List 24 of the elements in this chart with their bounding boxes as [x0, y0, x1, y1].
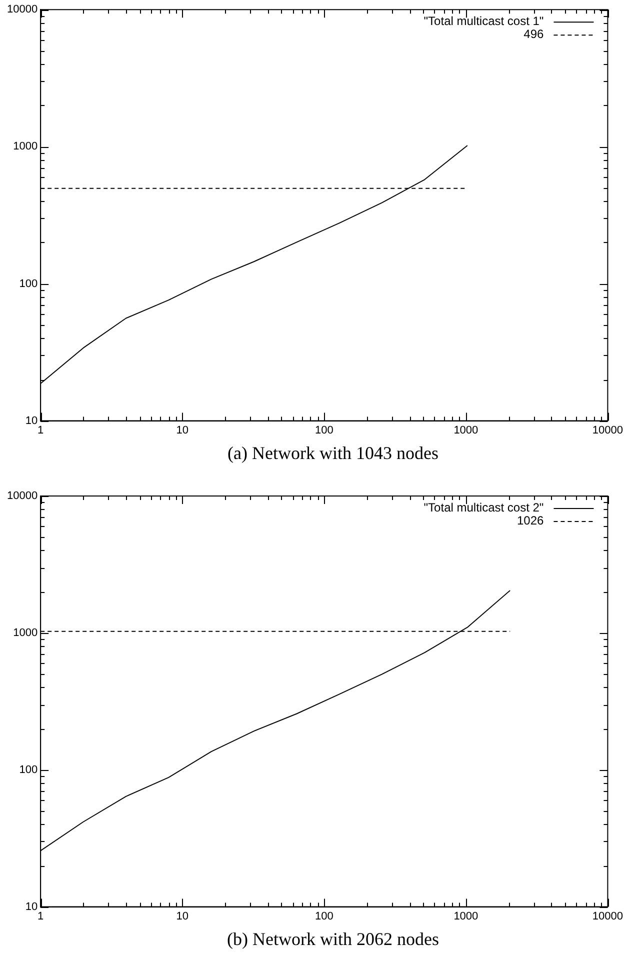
y-tick-label: 10	[25, 414, 38, 427]
legend-label: "Total multicast cost 1"	[424, 14, 544, 28]
x-tick-label: 10	[176, 910, 188, 922]
y-tick-label: 1000	[13, 140, 38, 153]
legend-label: 496	[524, 26, 544, 41]
x-tick-label: 1000	[454, 910, 478, 922]
y-tick-label: 10	[25, 900, 38, 913]
legend-label: 1026	[517, 513, 544, 528]
y-tick-label: 10000	[6, 490, 38, 502]
x-tick-label: 100	[314, 424, 334, 436]
x-tick-label: 1000	[454, 424, 478, 436]
y-tick-label: 100	[19, 278, 38, 290]
x-tick-label: 10000	[592, 424, 624, 436]
legend-label: "Total multicast cost 2"	[424, 500, 544, 514]
x-tick-label: 10000	[592, 910, 624, 922]
y-tick-label: 10000	[6, 4, 38, 16]
x-tick-label: 100	[314, 910, 334, 922]
y-tick-label: 100	[19, 764, 38, 776]
x-tick-label: 1	[38, 910, 44, 922]
text: (a) Network with 1043 nodes	[226, 442, 440, 465]
x-tick-label: 1	[38, 424, 44, 436]
x-tick-label: 10	[176, 424, 188, 436]
y-tick-label: 1000	[13, 626, 38, 639]
text: (b) Network with 2062 nodes	[226, 928, 440, 951]
